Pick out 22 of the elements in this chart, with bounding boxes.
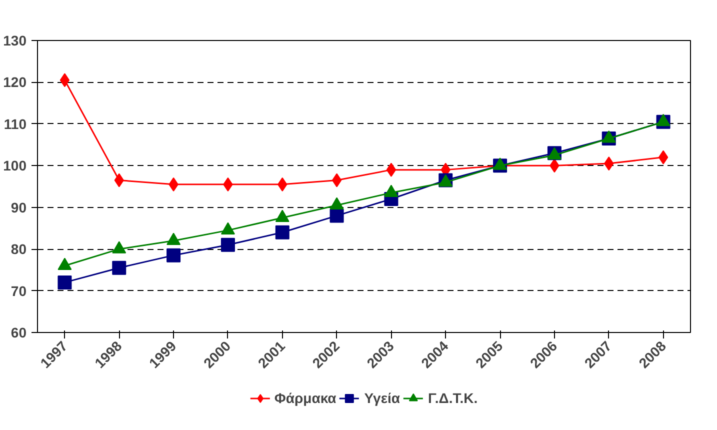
y-tick-label: 130 (3, 32, 27, 48)
y-tick-label: 90 (10, 199, 27, 216)
y-tick-label: 70 (10, 282, 27, 299)
point (166, 248, 181, 262)
y-tick-label: 120 (3, 74, 27, 90)
point (60, 73, 70, 88)
point (332, 173, 342, 188)
y-tick-label: 110 (4, 116, 27, 132)
legend-label: Υγεία (364, 390, 400, 406)
legend-label: Φάρμακα (274, 390, 336, 406)
point (58, 258, 72, 270)
point (112, 260, 126, 275)
point (275, 225, 290, 240)
legend-label: Γ.Δ.Τ.Κ. (428, 390, 478, 406)
point (220, 238, 235, 252)
point (658, 150, 668, 164)
point (330, 208, 344, 223)
y-tick-label: 100 (3, 158, 27, 174)
point (386, 162, 396, 177)
y-tick-label: 80 (10, 241, 27, 258)
y-tick-label: 60 (10, 324, 27, 340)
point (58, 275, 72, 290)
